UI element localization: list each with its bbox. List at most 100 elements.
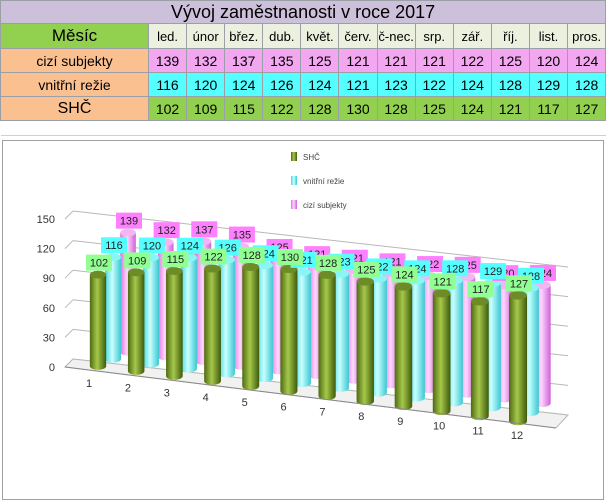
data-label-bg [191,221,218,238]
value-cell[interactable]: 139 [147,48,188,73]
value-cell[interactable]: 102 [147,96,188,121]
data-label-text: 127 [510,278,528,290]
table-title[interactable]: Vývoj zaměstnanosti v roce 2017 [0,0,606,24]
month-header[interactable]: Měsíc [0,23,149,49]
value-cell[interactable]: 121 [490,96,530,121]
value-cell[interactable]: 121 [338,72,378,97]
data-label-text: 128 [319,258,337,270]
data-label-bg [86,254,112,271]
legend-swatch [291,200,297,209]
month-header-cell[interactable]: květ. [300,23,340,49]
value-cell[interactable]: 121 [414,48,454,73]
gridline [64,240,74,249]
bar-body [127,272,145,375]
legend-label: SHČ [303,153,320,162]
data-label: 102 [86,254,112,271]
value-cell[interactable]: 137 [224,48,264,73]
chart-area[interactable]: 1391321371351251211211211221251201241161… [2,140,604,500]
value-cell[interactable]: 125 [490,48,530,73]
value-cell[interactable]: 135 [262,48,302,73]
month-header-cell[interactable]: dub. [262,23,302,49]
x-tick-label: 1 [86,378,92,390]
value-cell[interactable]: 122 [452,48,492,73]
gridline [64,329,74,338]
month-header-cell[interactable]: únor [186,23,226,49]
data-label: 125 [353,261,380,278]
data-label-bg [276,249,303,266]
data-label-bg [162,251,189,268]
data-label: 115 [162,251,189,268]
bar [218,255,235,378]
value-cell[interactable]: 123 [376,72,416,97]
row-label-shc[interactable]: SHČ [0,96,149,121]
empty-row[interactable] [0,120,606,136]
value-cell[interactable]: 125 [300,48,340,73]
value-cell[interactable]: 126 [262,72,302,97]
data-label-bg [153,222,180,239]
value-cell[interactable]: 124 [452,96,492,121]
value-cell[interactable]: 121 [376,48,416,73]
row-label-vnitrni-rezie[interactable]: vnitřní režie [0,72,149,97]
value-cell[interactable]: 122 [414,72,454,97]
data-label: 122 [200,248,227,265]
data-label-text: 125 [357,265,375,277]
value-cell[interactable]: 117 [528,96,569,121]
value-cell[interactable]: 121 [338,48,378,73]
month-header-cell[interactable]: červ. [338,23,378,49]
bar-top [318,270,336,279]
month-header-cell[interactable]: říj. [490,23,530,49]
value-cell[interactable]: 124 [300,72,340,97]
value-cell[interactable]: 130 [338,96,378,121]
month-header-cell[interactable]: list. [528,23,569,49]
bar-body [356,281,374,406]
value-cell[interactable]: 129 [528,72,569,97]
data-label-bg [124,252,151,269]
value-cell[interactable]: 128 [376,96,416,121]
data-label-bg [429,273,456,290]
value-cell[interactable]: 128 [300,96,340,121]
bar-body [432,293,451,416]
value-cell[interactable]: 124 [567,48,606,73]
bar [127,268,145,375]
bar [256,261,273,383]
y-tick-label: 90 [43,273,55,285]
data-label-bg [315,254,342,271]
bar-top [204,264,221,273]
bar-body [218,259,235,378]
data-label-bg [200,248,227,265]
value-cell[interactable]: 109 [186,96,226,121]
bar [204,264,221,385]
month-header-cell[interactable]: zář. [452,23,492,49]
bar [470,297,489,421]
month-header-cell[interactable]: led. [147,23,188,49]
value-cell[interactable]: 116 [147,72,188,97]
value-cell[interactable]: 120 [186,72,226,97]
value-cell[interactable]: 120 [528,48,569,73]
value-cell[interactable]: 124 [452,72,492,97]
month-header-cell[interactable]: pros. [567,23,606,49]
row-label-cizi-subjekty[interactable]: cizí subjekty [0,48,149,73]
bar-body [204,268,221,385]
month-header-cell[interactable]: břez. [224,23,264,49]
value-cell[interactable]: 128 [490,72,530,97]
value-cell[interactable]: 125 [414,96,454,121]
data-label-text: 135 [233,230,251,242]
month-header-cell[interactable]: č-nec. [376,23,416,49]
bar-top [120,228,136,237]
value-cell[interactable]: 128 [567,72,606,97]
bar-body [280,269,298,396]
data-label: 129 [480,263,507,280]
bar [89,270,107,370]
value-cell[interactable]: 127 [567,96,606,121]
data-label-bg [228,226,255,243]
bar-body [294,271,311,388]
gridline [64,299,74,309]
bar [356,277,374,406]
month-header-cell[interactable]: srp. [414,23,454,49]
value-cell[interactable]: 122 [262,96,302,121]
data-label-text: 116 [105,240,123,252]
data-label-bg [238,246,265,263]
value-cell[interactable]: 124 [224,72,264,97]
value-cell[interactable]: 115 [224,96,264,121]
value-cell[interactable]: 132 [186,48,226,73]
